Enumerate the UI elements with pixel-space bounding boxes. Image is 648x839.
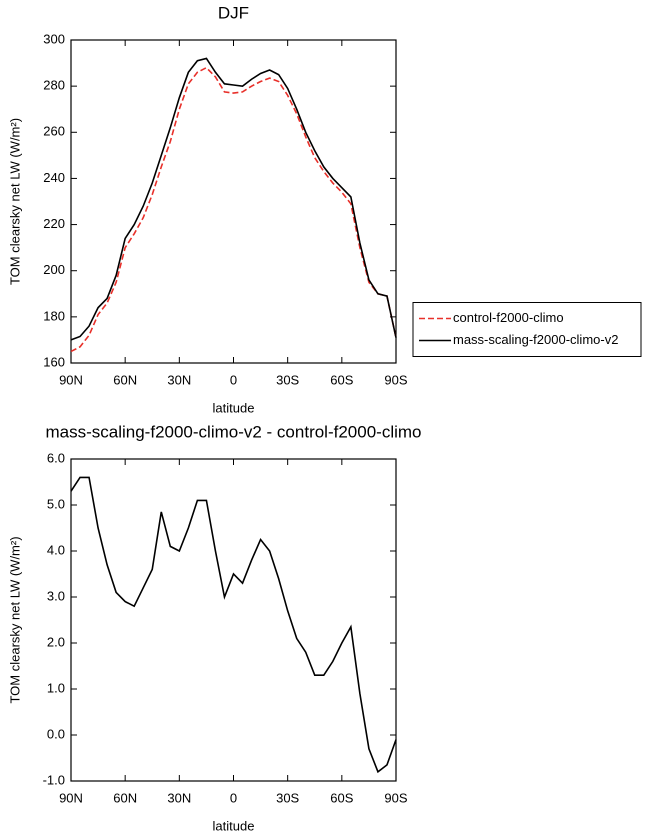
chart-title: DJF [218,3,249,22]
x-tick-label: 90N [59,790,83,805]
y-tick-label: -1.0 [43,772,65,787]
y-tick-label: 3.0 [47,588,65,603]
y-tick-label: 240 [43,170,65,185]
line-series [70,57,397,341]
x-axis-label: latitude [213,818,255,833]
x-tick-label: 60N [113,372,137,387]
y-tick-label: 1.0 [47,680,65,695]
y-axis-label: TOM clearsky net LW (W/m²) [7,118,22,285]
x-tick-label: 60N [113,790,137,805]
legend-label: control-f2000-climo [453,310,564,325]
legend-label: mass-scaling-f2000-climo-v2 [453,332,618,347]
y-tick-label: 2.0 [47,634,65,649]
x-tick-label: 90N [59,372,83,387]
x-axis-label: latitude [213,400,255,415]
legend-box [412,302,642,357]
x-tick-label: 90S [384,790,407,805]
x-tick-label: 30S [276,372,299,387]
y-tick-label: 160 [43,354,65,369]
y-tick-label: 200 [43,262,65,277]
x-tick-label: 60S [330,372,353,387]
y-axis-label: TOM clearsky net LW (W/m²) [7,536,22,703]
line-series [70,66,397,353]
y-tick-label: 0.0 [47,726,65,741]
x-tick-label: 60S [330,790,353,805]
line-series [70,476,397,774]
y-tick-label: 220 [43,216,65,231]
x-tick-label: 90S [384,372,407,387]
plot-frame [70,39,397,364]
y-tick-label: 260 [43,124,65,139]
y-tick-label: 300 [43,31,65,46]
x-tick-label: 30S [276,790,299,805]
plot-frame [70,458,397,782]
y-tick-label: 280 [43,78,65,93]
y-tick-label: 5.0 [47,496,65,511]
chart-title: mass-scaling-f2000-climo-v2 - control-f2… [45,422,421,441]
y-tick-label: 6.0 [47,450,65,465]
x-tick-label: 30N [167,790,191,805]
x-tick-label: 0 [230,372,237,387]
x-tick-label: 0 [230,790,237,805]
x-tick-label: 30N [167,372,191,387]
y-tick-label: 180 [43,308,65,323]
y-tick-label: 4.0 [47,542,65,557]
